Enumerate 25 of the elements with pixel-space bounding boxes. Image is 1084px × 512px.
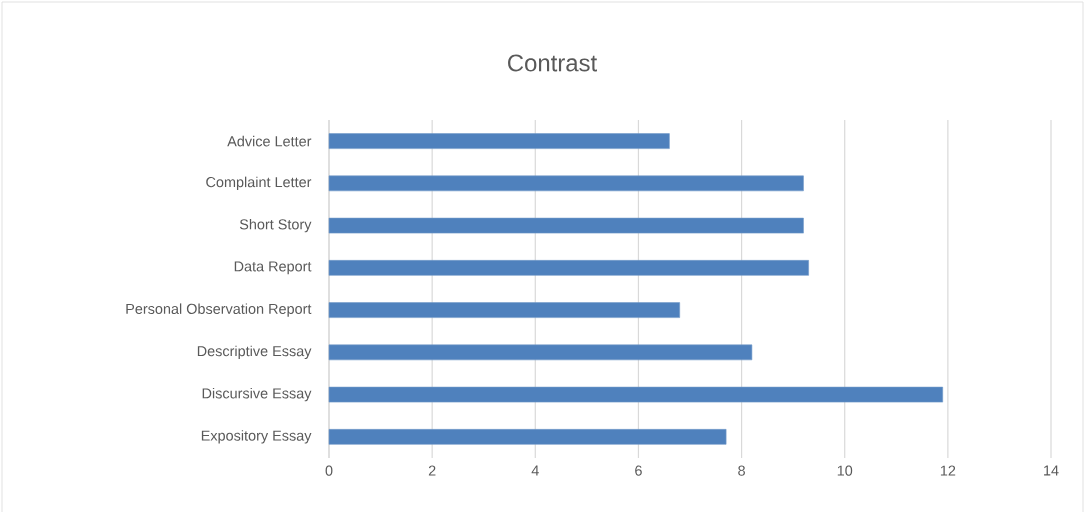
bar — [328, 386, 944, 403]
x-tick-label: 14 — [1044, 465, 1059, 476]
bar — [328, 302, 680, 318]
y-tick-label: Advice Letter — [227, 135, 312, 147]
y-tick-label: Data Report — [234, 261, 312, 275]
x-tick-label: 6 — [635, 465, 642, 476]
x-tick-label: 0 — [325, 465, 333, 476]
x-tick-label: 2 — [428, 465, 436, 476]
y-tick-label: Descriptive Essay — [197, 345, 312, 360]
y-tick-label: Complaint Letter — [206, 176, 312, 191]
bar — [328, 344, 753, 361]
x-tick-label: 8 — [738, 465, 745, 476]
y-tick-label: Short Story — [239, 218, 312, 233]
y-tick-label: Expository Essay — [201, 430, 312, 444]
y-tick-label: Discursive Essay — [202, 387, 312, 402]
x-tick-label: 4 — [531, 465, 539, 476]
x-tick-label: 10 — [837, 465, 853, 476]
x-tick-label: 12 — [940, 465, 956, 476]
bar — [328, 217, 804, 234]
bar — [328, 175, 804, 192]
bar — [328, 133, 670, 149]
bar — [328, 429, 727, 445]
bar — [328, 260, 809, 276]
y-tick-label: Personal Observation Report — [126, 303, 312, 317]
chart-title: Contrast — [508, 54, 597, 72]
